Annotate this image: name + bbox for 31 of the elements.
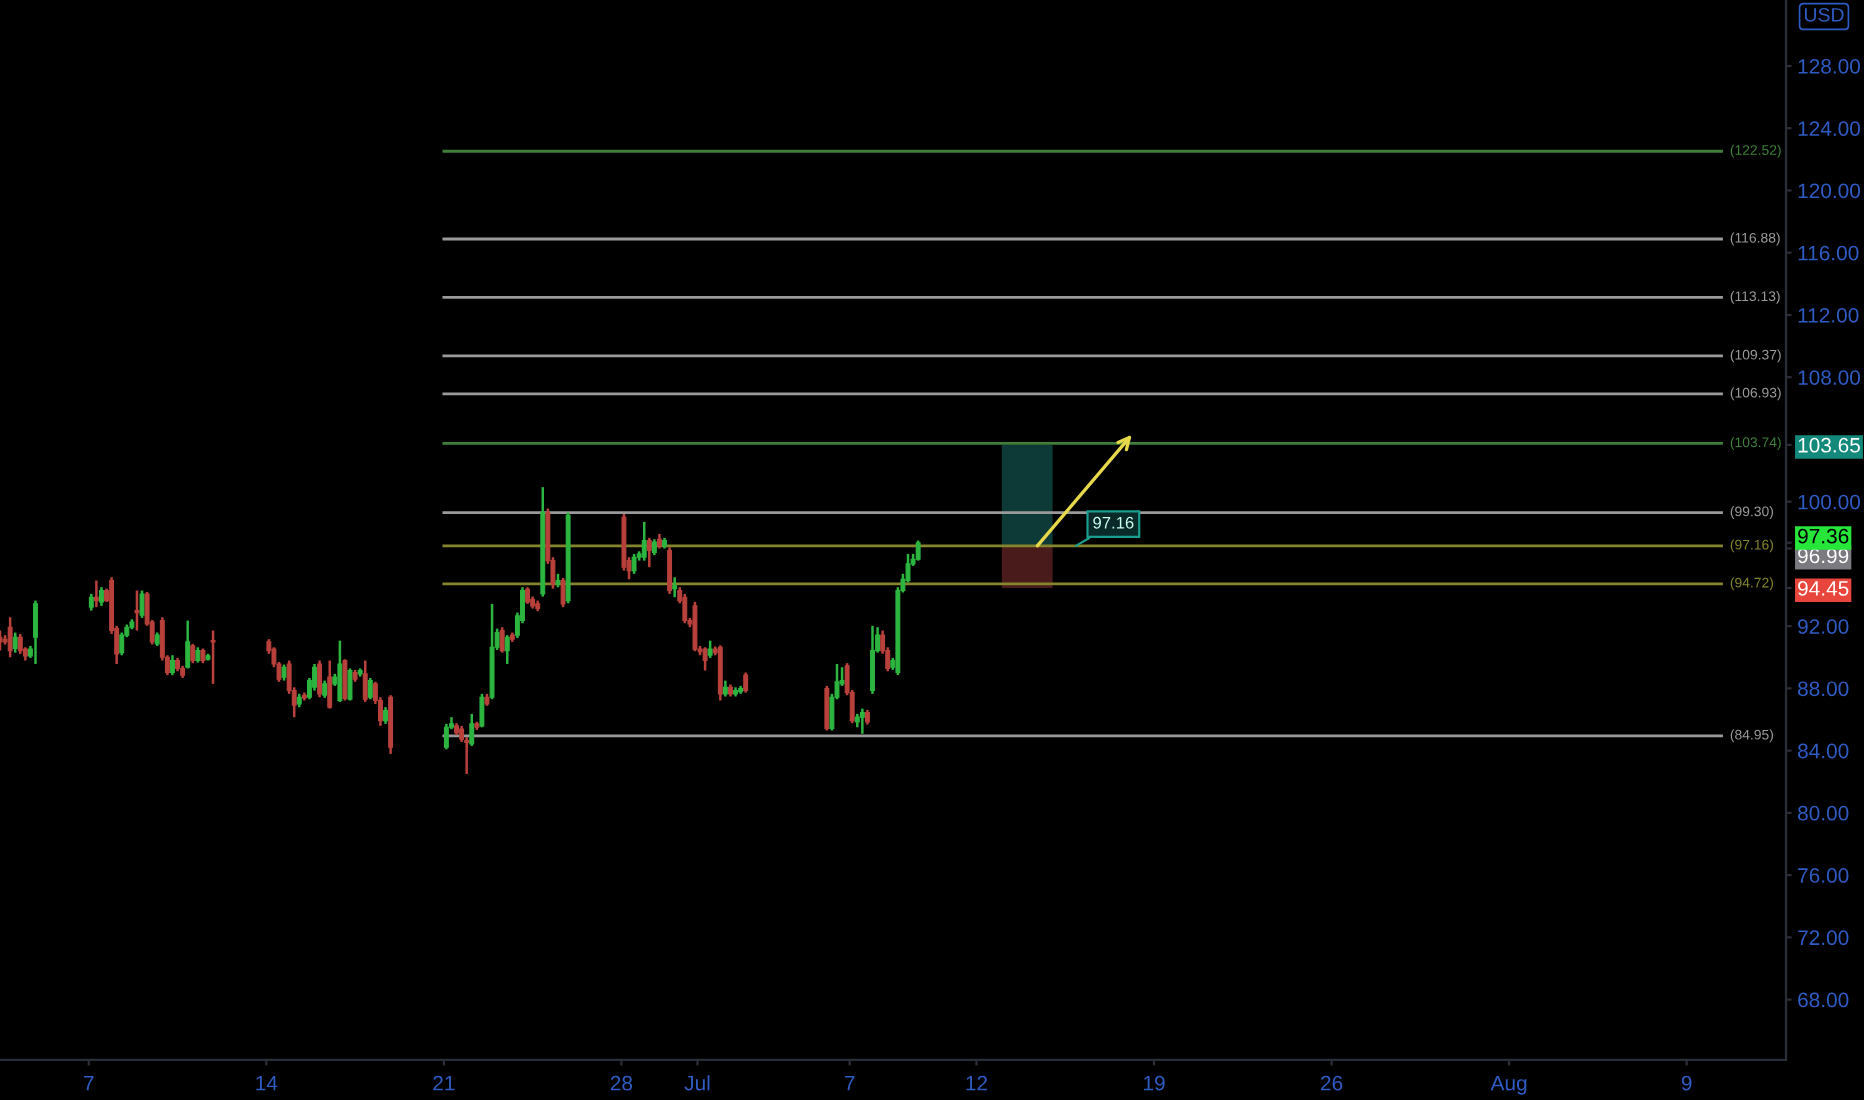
x-tick-label: 7 [844, 1076, 855, 1091]
y-tick-label: 84.00 [1798, 743, 1849, 759]
x-tick-label: Jul [684, 1075, 710, 1091]
y-tick-label: 116.00 [1798, 245, 1859, 261]
y-tick-label: 92.00 [1798, 619, 1849, 634]
y-tick-label: 120.00 [1798, 183, 1861, 199]
y-tick-label: 124.00 [1798, 121, 1861, 136]
x-tick-label: 19 [1144, 1075, 1165, 1091]
x-tick-label: 14 [256, 1076, 278, 1091]
y-tick-label: 108.00 [1798, 370, 1861, 385]
y-tick-label: 128.00 [1798, 58, 1861, 74]
annotation: 97.16 [1093, 516, 1134, 529]
x-tick-label: 7 [84, 1076, 94, 1091]
y-tick-label: 112.00 [1798, 307, 1859, 323]
y-tick-label: 97.36 [1798, 528, 1849, 544]
x-tick-label: 9 [1681, 1075, 1692, 1091]
y-axis-title: USD [1804, 7, 1844, 22]
y-tick-label: 103.65 [1798, 437, 1860, 453]
y-tick-label: 96.99 [1798, 548, 1849, 564]
y-tick-label: 94.45 [1798, 581, 1849, 596]
x-tick-label: 21 [433, 1075, 455, 1091]
y-tick-label: 68.00 [1798, 992, 1849, 1008]
y-tick-label: 76.00 [1798, 868, 1849, 883]
x-tick-label: 28 [610, 1075, 633, 1091]
x-tick-label: 26 [1321, 1075, 1343, 1091]
y-tick-label: 80.00 [1798, 805, 1849, 821]
x-tick-label: Aug [1490, 1076, 1527, 1095]
y-tick-label: 72.00 [1798, 930, 1849, 946]
y-tick-label: 88.00 [1798, 681, 1849, 697]
x-tick-label: 12 [966, 1075, 988, 1091]
y-tick-label: 100.00 [1798, 494, 1861, 510]
